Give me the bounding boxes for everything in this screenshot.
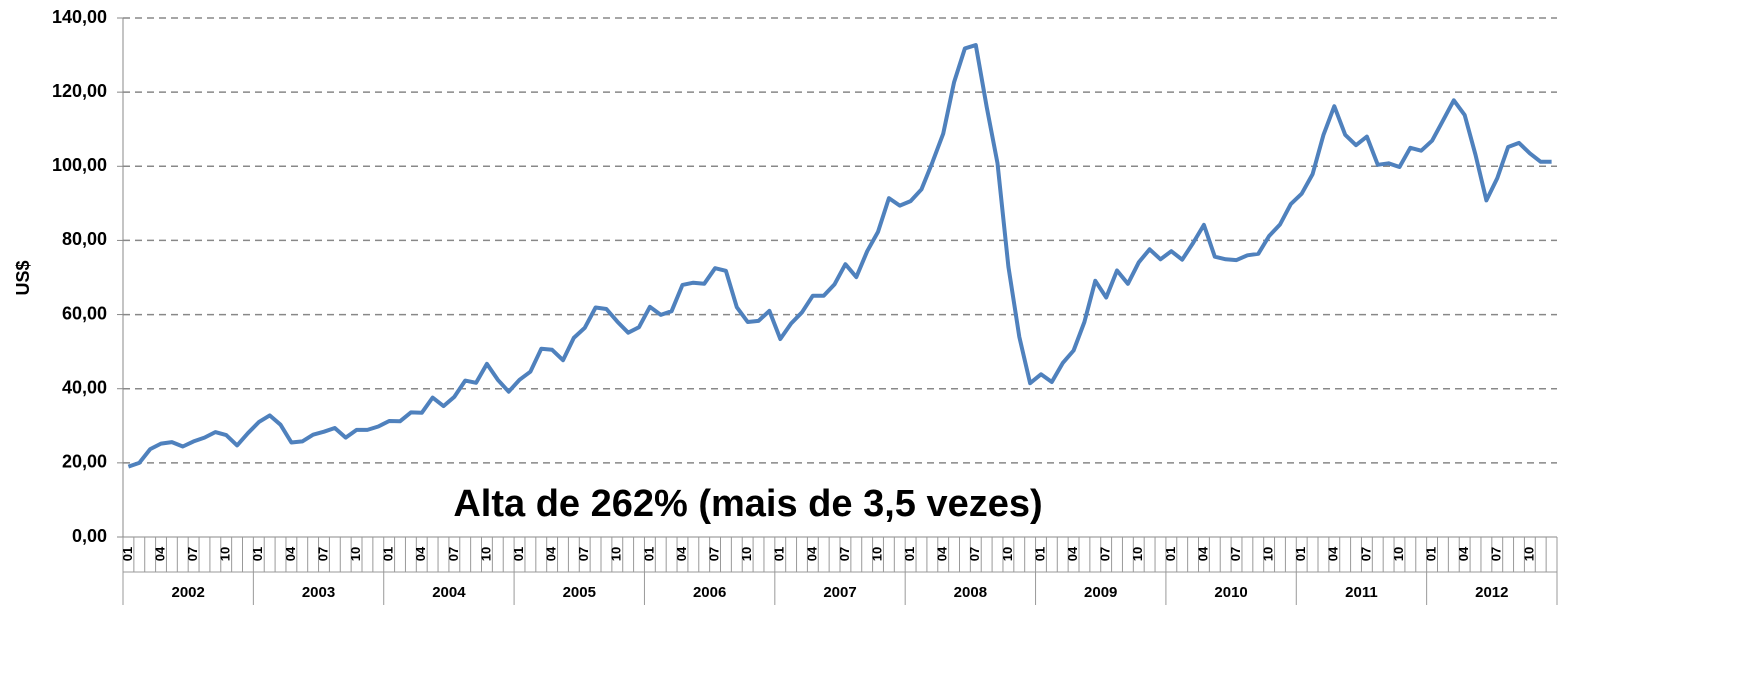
x-tick-label: 07 — [185, 547, 200, 561]
x-tick-label: 01 — [250, 547, 265, 561]
x-tick-label: 10 — [1261, 547, 1276, 561]
x-tick-label: 04 — [674, 546, 689, 561]
x-tick-label: 07 — [576, 547, 591, 561]
x-tick-label: 07 — [315, 547, 330, 561]
x-tick-label: 04 — [935, 546, 950, 561]
x-tick-label: 04 — [152, 546, 167, 561]
x-tick-label: 07 — [1358, 547, 1373, 561]
x-tick-label: 04 — [544, 546, 559, 561]
year-label: 2004 — [432, 584, 466, 601]
year-label: 2008 — [954, 584, 987, 601]
x-tick-label: 07 — [707, 547, 722, 561]
x-tick-label: 04 — [1195, 546, 1210, 561]
price-line — [127, 43, 1552, 469]
y-tick-label: 100,00 — [52, 155, 107, 175]
x-tick-label: 07 — [1228, 547, 1243, 561]
year-label: 2006 — [693, 584, 726, 601]
x-tick-label: 10 — [869, 547, 884, 561]
x-tick-label: 07 — [446, 547, 461, 561]
x-tick-label: 10 — [609, 547, 624, 561]
y-tick-label: 60,00 — [62, 303, 107, 323]
x-tick-label: 01 — [641, 547, 656, 561]
x-tick-label: 01 — [902, 547, 917, 561]
year-label: 2010 — [1214, 584, 1247, 601]
x-tick-label: 04 — [413, 546, 428, 561]
x-tick-label: 04 — [804, 546, 819, 561]
x-tick-label: 01 — [1293, 547, 1308, 561]
x-tick-label: 04 — [1326, 546, 1341, 561]
x-tick-label: 07 — [837, 547, 852, 561]
year-label: 2002 — [171, 584, 204, 601]
x-tick-label: 01 — [381, 547, 396, 561]
y-tick-label: 20,00 — [62, 452, 107, 472]
year-label: 2009 — [1084, 584, 1117, 601]
y-axis-label: US$ — [13, 260, 33, 295]
year-label: 2011 — [1345, 584, 1378, 601]
x-tick-label: 04 — [1065, 546, 1080, 561]
x-tick-label: 01 — [120, 547, 135, 561]
y-tick-label: 80,00 — [62, 229, 107, 249]
year-label: 2005 — [563, 584, 596, 601]
annotation: Alta de 262% (mais de 3,5 vezes) — [453, 483, 1042, 525]
y-tick-label: 140,00 — [52, 7, 107, 27]
x-tick-label: 01 — [1032, 547, 1047, 561]
x-tick-label: 07 — [1098, 547, 1113, 561]
x-tick-label: 10 — [1391, 547, 1406, 561]
x-tick-label: 10 — [478, 547, 493, 561]
x-tick-label: 10 — [1521, 547, 1536, 561]
y-tick-label: 120,00 — [52, 81, 107, 101]
x-tick-label: 01 — [1424, 547, 1439, 561]
year-label: 2003 — [302, 584, 335, 601]
x-tick-label: 10 — [218, 547, 233, 561]
x-tick-label: 10 — [1000, 547, 1015, 561]
x-tick-label: 10 — [739, 547, 754, 561]
x-tick-label: 04 — [1456, 546, 1471, 561]
x-tick-label: 07 — [967, 547, 982, 561]
y-tick-label: 0,00 — [72, 526, 107, 546]
x-tick-label: 04 — [283, 546, 298, 561]
x-tick-label: 01 — [1163, 547, 1178, 561]
year-label: 2012 — [1475, 584, 1508, 601]
x-tick-label: 01 — [511, 547, 526, 561]
y-tick-label: 40,00 — [62, 377, 107, 397]
year-label: 2007 — [823, 584, 856, 601]
x-tick-label: 07 — [1489, 547, 1504, 561]
x-tick-label: 10 — [1130, 547, 1145, 561]
x-tick-label: 01 — [772, 547, 787, 561]
x-tick-label: 10 — [348, 547, 363, 561]
